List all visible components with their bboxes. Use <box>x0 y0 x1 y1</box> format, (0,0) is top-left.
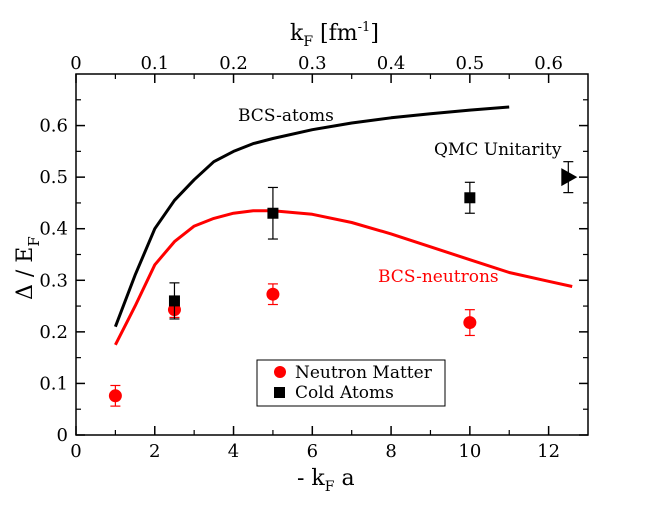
series-line-bcs-atoms <box>113 105 510 328</box>
bottom-tick-label: 12 <box>537 441 560 462</box>
annotation-bcs-atoms: BCS-atoms <box>238 106 334 126</box>
legend: Neutron Matter Cold Atoms <box>256 359 446 407</box>
point-neutron-matter <box>108 389 122 403</box>
bottom-axis-title: - kF a <box>297 466 355 495</box>
point-neutron-matter <box>266 287 280 301</box>
left-tick-label: 0.1 <box>39 373 68 394</box>
top-axis-title: kF [fm-1] <box>290 20 379 50</box>
bottom-tick-label: 0 <box>70 441 81 462</box>
top-tick-label: 0.5 <box>456 53 485 74</box>
legend-marker-cold-atoms <box>274 387 285 398</box>
point-cold-atoms <box>168 295 180 307</box>
series-line-bcs-neutrons <box>114 209 573 346</box>
bottom-tick-label: 4 <box>228 441 239 462</box>
left-tick-label: 0.6 <box>39 116 68 137</box>
legend-label-cold-atoms: Cold Atoms <box>295 383 394 403</box>
legend-marker-neutron-matter <box>274 366 286 378</box>
left-tick-label: 0.2 <box>39 322 68 343</box>
top-tick-label: 0 <box>70 53 81 74</box>
bottom-tick-label: 6 <box>307 441 318 462</box>
point-neutron-matter <box>463 316 477 330</box>
bottom-tick-label: 8 <box>385 441 396 462</box>
point-cold-atoms <box>464 192 476 204</box>
ticks-layer: 0 2 4 6 8 10 12 0 0.1 0.2 0.3 0.4 0.5 0.6 0 0.1 0.2 0.3 0.… <box>39 53 588 462</box>
left-tick-label: 0.4 <box>39 219 68 240</box>
left-tick-label: 0.5 <box>39 167 68 188</box>
annotation-qmc-unitarity: QMC Unitarity <box>434 140 562 160</box>
legend-box <box>256 359 446 407</box>
points-layer <box>108 161 578 407</box>
top-tick-label: 0.6 <box>534 53 563 74</box>
top-tick-label: 0.1 <box>140 53 169 74</box>
left-tick-label: 0 <box>57 425 68 446</box>
point-cold-atoms <box>267 207 279 219</box>
left-axis-title: Δ / EF <box>13 236 43 300</box>
top-tick-label: 0.3 <box>298 53 327 74</box>
bottom-tick-label: 2 <box>149 441 160 462</box>
top-tick-label: 0.4 <box>377 53 406 74</box>
top-tick-label: 0.2 <box>219 53 248 74</box>
point-qmc-unitarity <box>561 168 578 187</box>
annotation-bcs-neutrons: BCS-neutrons <box>378 267 499 287</box>
legend-label-neutron-matter: Neutron Matter <box>295 363 433 383</box>
left-tick-label: 0.3 <box>39 270 68 291</box>
bottom-tick-label: 10 <box>458 441 481 462</box>
